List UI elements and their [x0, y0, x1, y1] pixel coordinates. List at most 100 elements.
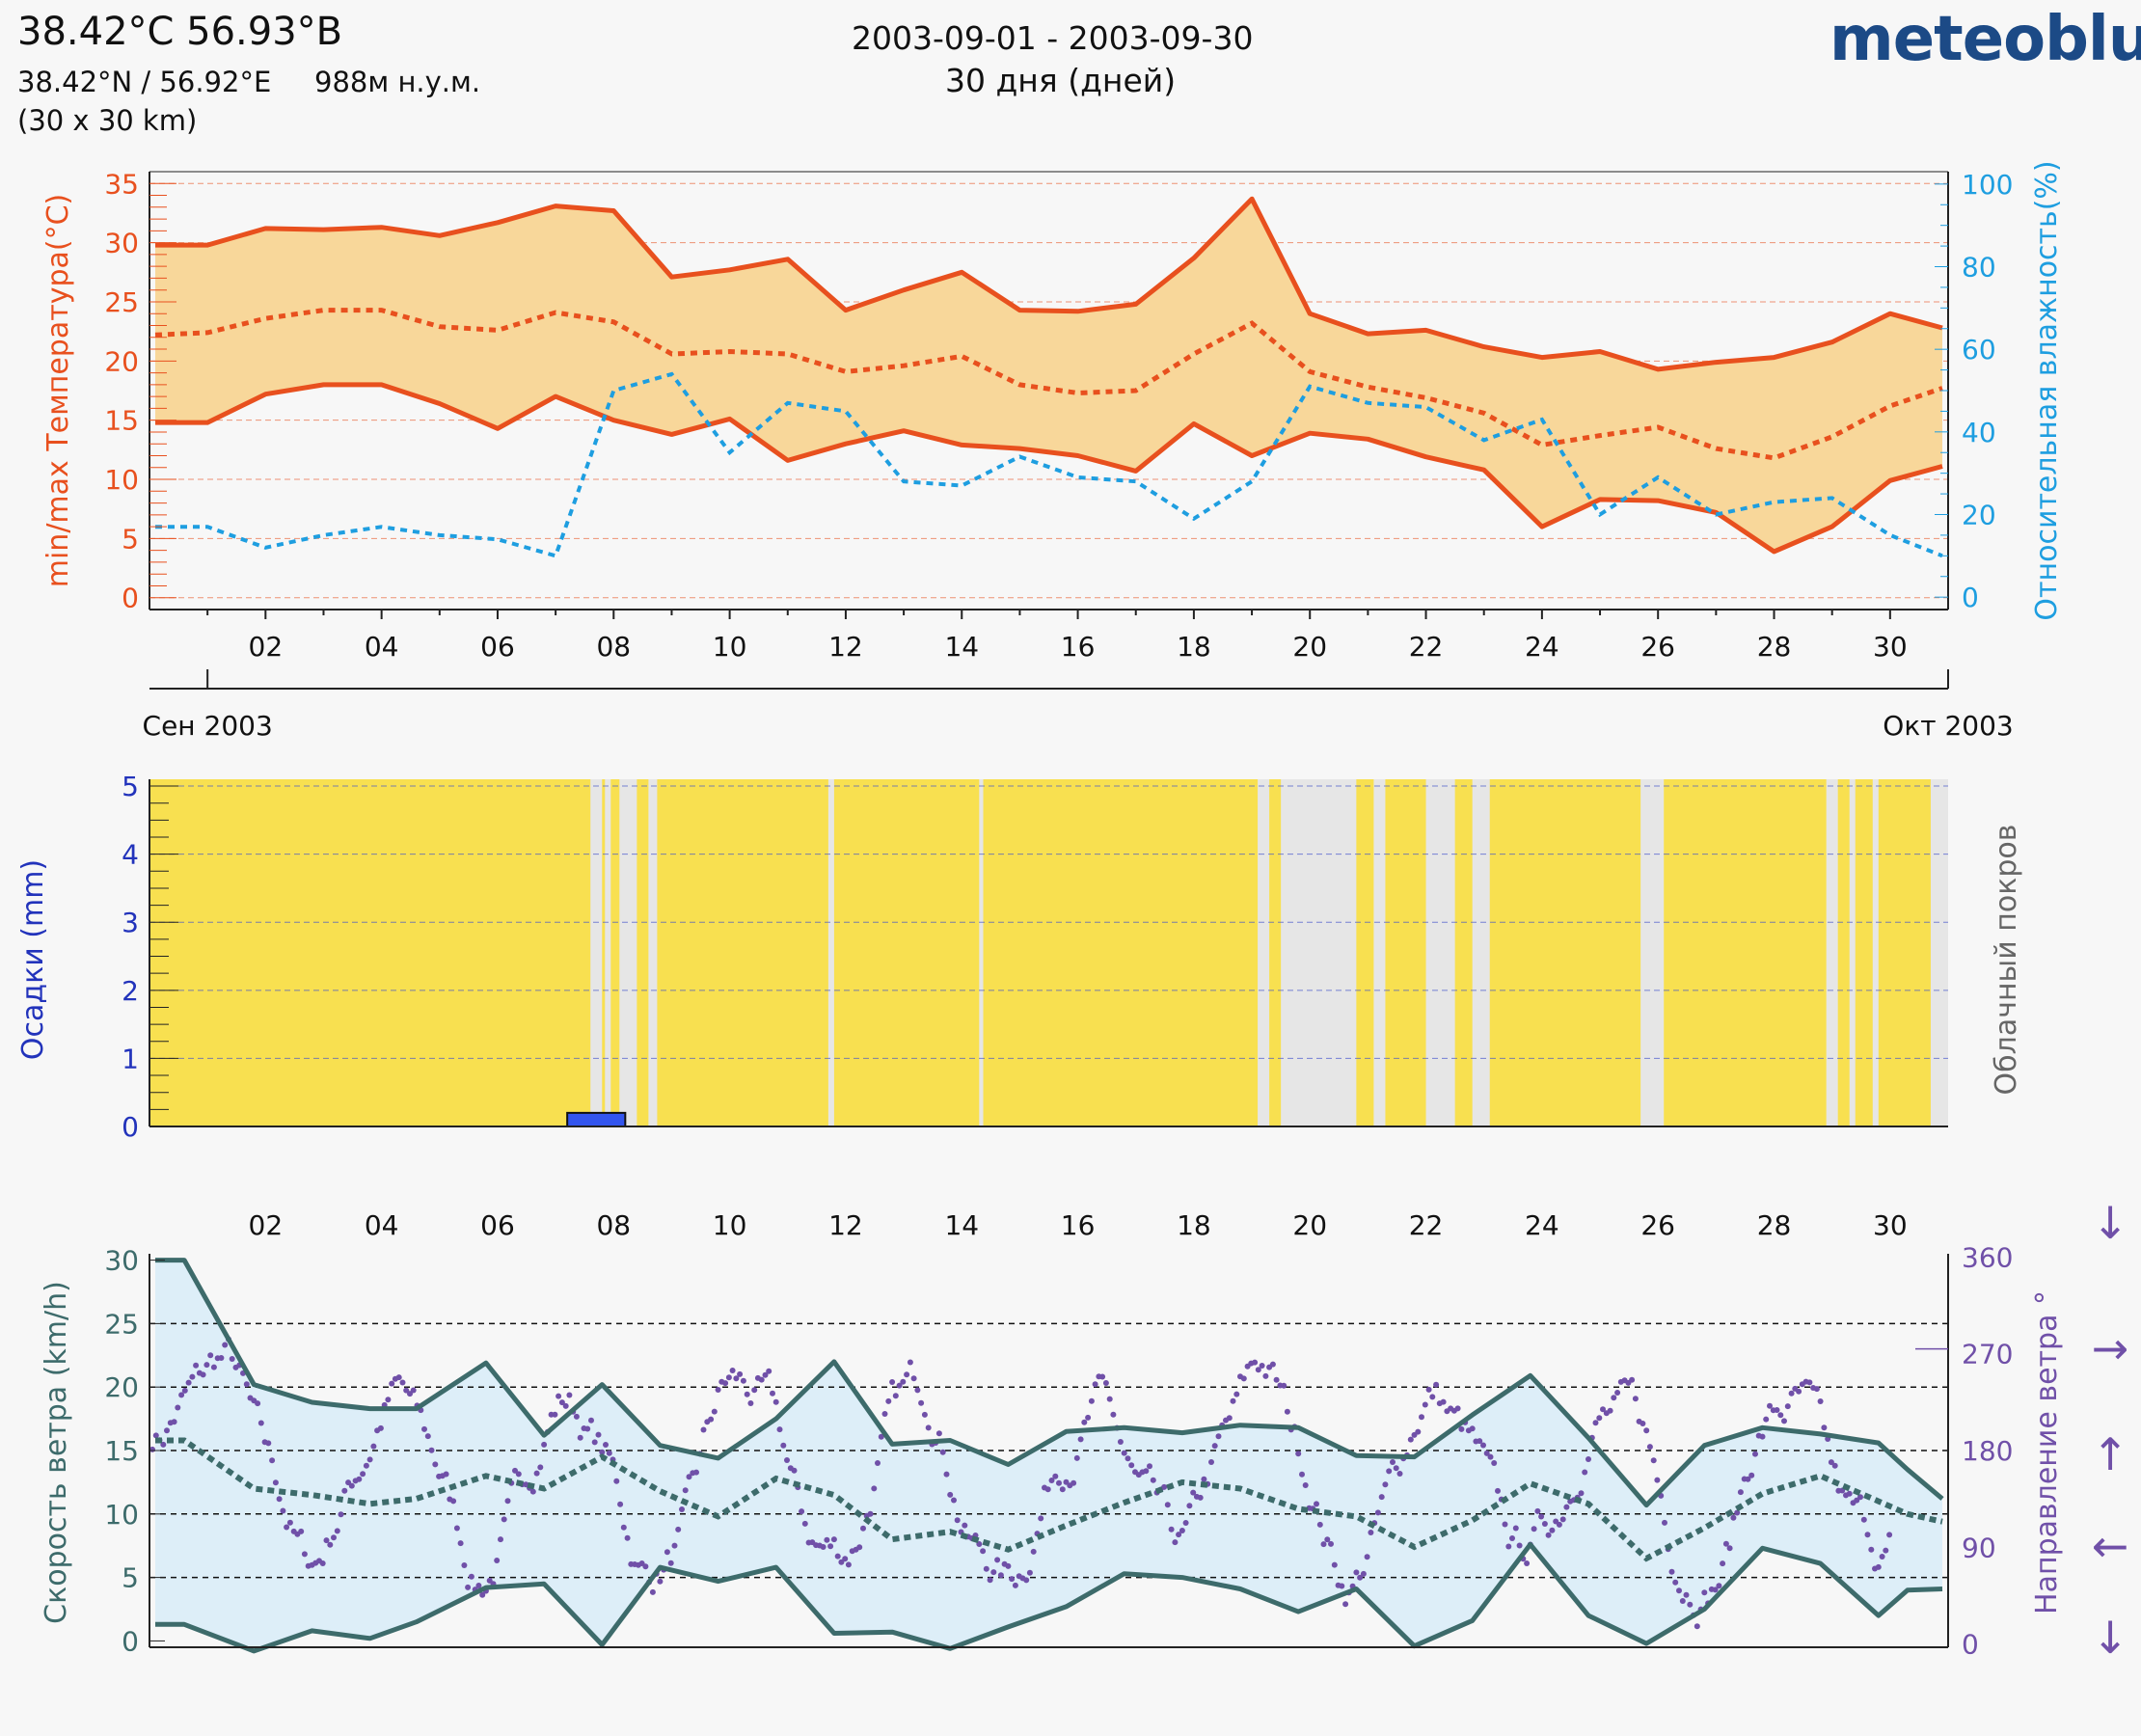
- wind-direction-dot: [994, 1557, 1001, 1563]
- wind-direction-dot: [284, 1524, 290, 1531]
- wind-direction-dot: [1662, 1519, 1667, 1526]
- precip-tick-label: 5: [122, 771, 139, 802]
- wind-direction-dot: [395, 1374, 402, 1381]
- wind-direction-dot: [1048, 1478, 1055, 1483]
- wind-direction-dot: [799, 1508, 805, 1515]
- wind-direction-dot: [1796, 1388, 1802, 1395]
- wind-direction-dot: [181, 1387, 188, 1394]
- day-tick-label: 20: [1292, 631, 1327, 663]
- wind-direction-dot: [791, 1467, 798, 1474]
- wind-direction-dot: [776, 1426, 783, 1433]
- wind-direction-dot: [1868, 1546, 1875, 1553]
- wind-direction-dot: [334, 1528, 340, 1534]
- wind-direction-dot: [900, 1378, 907, 1385]
- min-temp-line: [155, 382, 1943, 555]
- wind-direction-dot: [377, 1424, 384, 1431]
- wind-direction-dot: [164, 1427, 170, 1434]
- wind-direction-dot: [1531, 1526, 1537, 1533]
- wind-direction-dot: [1197, 1494, 1204, 1501]
- cloud-cover-band: [1281, 779, 1357, 1126]
- wind-direction-dot: [910, 1375, 917, 1382]
- wind-direction-dot: [222, 1342, 229, 1348]
- wind-direction-dot: [1324, 1536, 1331, 1543]
- wind-direction-dot: [1694, 1623, 1700, 1630]
- day-tick-label: 08: [596, 631, 631, 663]
- wind-direction-dot: [751, 1387, 758, 1394]
- wind-direction-dot: [1179, 1528, 1185, 1533]
- wind-direction-dot: [432, 1461, 439, 1468]
- wind-direction-dot: [1534, 1507, 1541, 1514]
- wind-direction-dot: [1176, 1532, 1182, 1538]
- wind-day-tick-label: 04: [365, 1209, 399, 1241]
- wind-range-band: [155, 1260, 1942, 1651]
- wind-direction-dot: [257, 1420, 264, 1426]
- wind-direction-dot: [758, 1376, 765, 1383]
- day-tick-label: 26: [1640, 631, 1675, 663]
- wind-direction-dot: [889, 1379, 896, 1385]
- wind-direction-dot: [980, 1548, 987, 1555]
- wind-direction-dot: [1505, 1543, 1512, 1550]
- wind-direction-dot: [1759, 1433, 1766, 1440]
- wind-direction-dot: [1549, 1527, 1556, 1533]
- wind-direction-dot: [370, 1443, 377, 1450]
- direction-arrow: ←: [2092, 1520, 2129, 1572]
- wind-direction-dot: [178, 1392, 185, 1398]
- wind-direction-dot: [875, 1460, 881, 1466]
- temp-tick-label: 10: [104, 464, 139, 496]
- wind-direction-dot: [715, 1387, 721, 1393]
- wind-direction-dot: [613, 1478, 620, 1484]
- wind-direction-dot: [649, 1588, 656, 1595]
- wind-direction-dot: [606, 1450, 612, 1456]
- wind-direction-dot: [457, 1540, 464, 1547]
- wind-day-tick-label: 18: [1177, 1209, 1211, 1241]
- cloud-cover-band: [605, 779, 611, 1126]
- wind-direction-dot: [319, 1560, 326, 1566]
- wind-direction-dot: [331, 1534, 337, 1541]
- wind-direction-dot: [193, 1362, 200, 1369]
- wind-direction-dot: [1730, 1514, 1737, 1521]
- wind-direction-dot: [1712, 1587, 1719, 1593]
- wind-direction-dot: [1745, 1476, 1751, 1482]
- wind-direction-dot: [918, 1399, 925, 1406]
- wind-direction-dot: [1643, 1427, 1650, 1434]
- cloud-cover-band: [1472, 779, 1490, 1126]
- wind-direction-dot: [617, 1501, 624, 1507]
- wind-direction-dot: [1088, 1397, 1095, 1404]
- wind-direction-dot: [200, 1371, 206, 1378]
- wind-direction-dot: [954, 1517, 961, 1524]
- wind-direction-dot: [1009, 1576, 1016, 1583]
- humidity-tick-label: 20: [1962, 499, 1996, 530]
- wind-direction-dot: [1585, 1456, 1591, 1462]
- wind-direction-dot: [1012, 1582, 1018, 1588]
- wind-direction-dot: [203, 1362, 210, 1369]
- wind-direction-dot: [834, 1553, 841, 1560]
- wind-direction-dot: [1059, 1486, 1066, 1493]
- wind-direction-dot: [1545, 1532, 1552, 1538]
- wind-direction-dot: [1879, 1554, 1885, 1560]
- humidity-tick-label: 40: [1962, 417, 1996, 448]
- wind-direction-dot: [1831, 1462, 1838, 1469]
- wind-direction-dot: [1374, 1509, 1381, 1516]
- cloud-cover-band: [1930, 779, 1948, 1126]
- wind-direction-dot: [657, 1578, 664, 1585]
- wind-direction-dot: [737, 1370, 744, 1377]
- day-tick-label: 24: [1525, 631, 1559, 663]
- wind-direction-dot: [1483, 1450, 1490, 1456]
- wind-direction-dot: [1679, 1598, 1686, 1604]
- precip-tick-label: 0: [122, 1111, 139, 1143]
- wind-day-tick-label: 16: [1061, 1209, 1096, 1241]
- wind-tick-label: 25: [104, 1308, 139, 1340]
- wind-direction-dot: [1516, 1542, 1523, 1549]
- day-tick-label: 10: [713, 631, 747, 663]
- wind-direction-dot: [1454, 1405, 1461, 1412]
- wind-direction-dot: [1469, 1425, 1476, 1432]
- wind-direction-dot: [1255, 1367, 1261, 1373]
- wind-direction-dot: [935, 1430, 942, 1437]
- wind-direction-dot: [1339, 1583, 1345, 1589]
- wind-direction-dot: [947, 1491, 954, 1498]
- wind-direction-dot: [498, 1536, 503, 1543]
- wind-direction-dot: [667, 1560, 674, 1566]
- wind-direction-dot: [1262, 1372, 1269, 1379]
- wind-direction-dot: [1875, 1563, 1882, 1570]
